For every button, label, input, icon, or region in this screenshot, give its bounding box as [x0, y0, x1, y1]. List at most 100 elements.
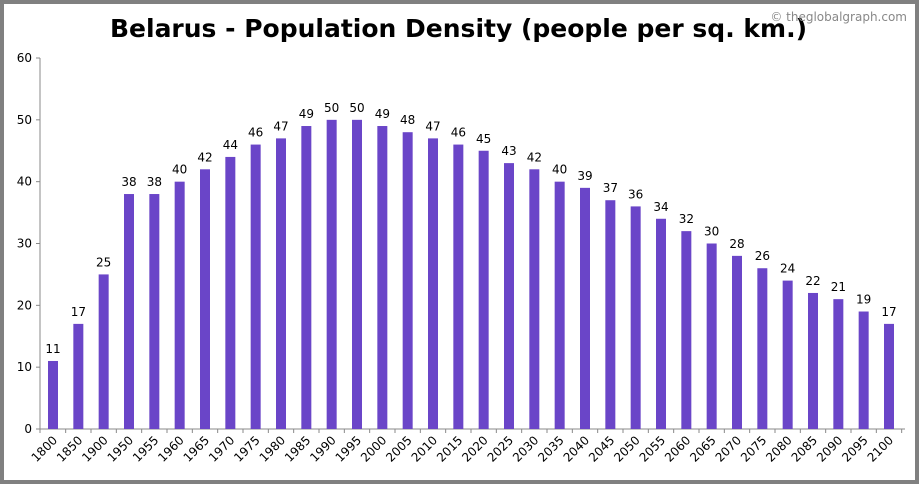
data-label: 26 [755, 249, 770, 263]
bar [250, 144, 261, 430]
x-tick-label: 2100 [865, 433, 896, 464]
bar [402, 132, 413, 429]
data-label: 38 [147, 175, 162, 189]
bar [98, 274, 109, 429]
bar [504, 163, 514, 429]
bar [73, 323, 84, 429]
x-tick-label: 2010 [409, 433, 440, 464]
bar [732, 255, 742, 429]
y-tick-label: 0 [24, 422, 32, 436]
bar [149, 194, 160, 429]
data-label: 34 [653, 200, 668, 214]
x-tick-label: 1900 [79, 433, 110, 464]
bar [757, 268, 768, 429]
data-label: 47 [425, 119, 440, 133]
bar [478, 150, 489, 429]
data-label: 49 [299, 107, 314, 121]
bar [124, 194, 134, 429]
bar [377, 126, 388, 430]
x-tick-label: 2050 [611, 433, 642, 464]
data-label: 17 [881, 305, 896, 319]
x-tick-label: 2075 [738, 433, 769, 464]
data-label: 40 [552, 163, 567, 177]
data-label: 49 [375, 107, 390, 121]
y-tick-label: 60 [17, 51, 32, 65]
data-label: 22 [805, 274, 820, 288]
x-tick-label: 2090 [814, 433, 845, 464]
chart-title: Belarus - Population Density (people per… [109, 14, 807, 43]
bar [48, 360, 58, 429]
x-tick-label: 2045 [586, 433, 617, 464]
x-tick-label: 2080 [763, 433, 794, 464]
x-tick-label: 2070 [713, 433, 744, 464]
bar [301, 126, 312, 430]
x-tick-label: 2040 [561, 433, 592, 464]
bar [858, 311, 869, 429]
bar [681, 231, 692, 429]
data-label: 32 [679, 212, 694, 226]
bar [706, 243, 717, 429]
data-label: 36 [628, 187, 643, 201]
data-label: 50 [324, 101, 339, 115]
x-tick-label: 1980 [257, 433, 288, 464]
bar [782, 280, 793, 429]
data-label: 43 [501, 144, 516, 158]
data-label: 37 [603, 181, 618, 195]
x-tick-label: 1975 [231, 433, 262, 464]
x-tick-label: 2020 [459, 433, 490, 464]
x-tick-label: 1995 [333, 433, 364, 464]
data-label: 21 [831, 280, 846, 294]
x-tick-label: 2095 [839, 433, 870, 464]
bar [453, 144, 464, 430]
data-label: 46 [451, 126, 466, 140]
data-label: 11 [45, 342, 60, 356]
data-label: 25 [96, 255, 111, 269]
data-label: 47 [273, 119, 288, 133]
data-label: 44 [223, 138, 238, 152]
x-tick-label: 1990 [307, 433, 338, 464]
data-label: 48 [400, 113, 415, 127]
data-label: 30 [704, 225, 719, 239]
data-label: 24 [780, 262, 795, 276]
watermark: © theglobalgraph.com [770, 10, 907, 24]
x-tick-label: 2035 [535, 433, 566, 464]
data-label: 42 [527, 150, 542, 164]
data-label: 19 [856, 293, 871, 307]
bar-chart: 0102030405060111800171850251900381950381… [17, 51, 905, 465]
bar [326, 119, 337, 429]
x-tick-label: 1960 [155, 433, 186, 464]
y-tick-label: 10 [17, 360, 32, 374]
x-tick-label: 1965 [181, 433, 212, 464]
data-label: 45 [476, 132, 491, 146]
x-tick-label: 2030 [510, 433, 541, 464]
x-tick-label: 1800 [29, 433, 60, 464]
data-label: 39 [577, 169, 592, 183]
y-tick-label: 20 [17, 298, 32, 312]
x-tick-label: 1955 [130, 433, 161, 464]
bar [428, 138, 438, 429]
bar [200, 169, 210, 430]
x-tick-label: 2005 [383, 433, 414, 464]
data-label: 17 [71, 305, 86, 319]
bar [630, 206, 641, 429]
bar [580, 187, 590, 429]
x-tick-label: 2060 [662, 433, 693, 464]
bar [174, 181, 185, 429]
data-label: 50 [349, 101, 364, 115]
x-tick-label: 2000 [358, 433, 389, 464]
data-label: 38 [121, 175, 136, 189]
bar [225, 156, 236, 429]
y-tick-label: 50 [17, 113, 32, 127]
bar [808, 292, 818, 429]
x-tick-label: 2055 [637, 433, 668, 464]
x-tick-label: 2065 [687, 433, 718, 464]
x-tick-label: 2025 [485, 433, 516, 464]
data-label: 28 [729, 237, 744, 251]
x-tick-label: 2085 [789, 433, 820, 464]
y-tick-label: 40 [17, 175, 32, 189]
data-label: 46 [248, 126, 263, 140]
y-tick-label: 30 [17, 237, 32, 251]
x-tick-label: 2015 [434, 433, 465, 464]
bar [833, 299, 844, 429]
